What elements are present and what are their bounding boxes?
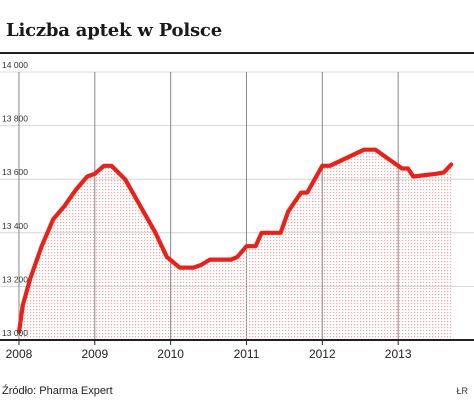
y-tick-labels: 13 000 13 200 13 400 13 600 13 800 14 000: [2, 60, 28, 338]
x-tick-label: 2012: [309, 347, 336, 361]
area-fill: [19, 149, 452, 340]
y-tick-label: 14 000: [2, 60, 28, 70]
x-tick-label: 2013: [385, 347, 412, 361]
y-tick-label: 13 000: [2, 328, 28, 338]
y-tick-label: 13 800: [2, 114, 28, 124]
chart-title: Liczba aptek w Polsce: [6, 20, 222, 41]
x-tick-label: 2011: [234, 347, 260, 361]
x-tick-labels: 2008 2009 2010 2011 2012 2013: [6, 347, 412, 361]
source-note: Źródło: Pharma Expert: [2, 385, 113, 397]
x-axis: [0, 339, 474, 345]
y-tick-label: 13 400: [2, 221, 28, 231]
y-tick-label: 13 200: [2, 274, 28, 284]
x-tick-label: 2009: [81, 347, 108, 361]
y-tick-label: 13 600: [2, 167, 28, 177]
series-area: [19, 149, 452, 340]
credit-note: ŁR: [456, 386, 468, 396]
x-tick-label: 2010: [157, 347, 184, 361]
series-line: [16, 147, 454, 335]
title-rule: [0, 52, 474, 54]
x-tick-label: 2008: [6, 347, 33, 361]
series-lines: [16, 147, 454, 335]
